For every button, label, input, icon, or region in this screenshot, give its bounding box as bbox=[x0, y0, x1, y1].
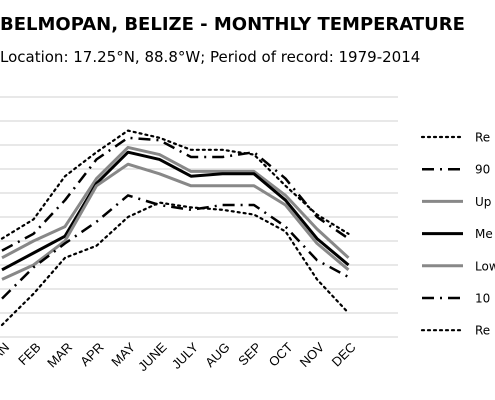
series-line-3 bbox=[1, 150, 350, 272]
x-tick-label: JUNE bbox=[135, 339, 170, 374]
legend: Re 90 Up Me Low 10 Re bbox=[420, 131, 495, 338]
chart-title: BELMOPAN, BELIZE - MONTHLY TEMPERATURE bbox=[0, 14, 465, 35]
x-tick-label: SEP bbox=[235, 340, 264, 369]
x-tick-label: FEB bbox=[15, 340, 43, 368]
series-line-1 bbox=[1, 136, 350, 252]
grid-lines bbox=[0, 96, 398, 338]
series-line-0 bbox=[0, 129, 350, 240]
legend-label: Low bbox=[475, 259, 495, 273]
chart-subtitle: Location: 17.25°N, 88.8°W; Period of rec… bbox=[0, 48, 421, 66]
series-line-6 bbox=[0, 201, 350, 327]
series-lines bbox=[0, 129, 350, 327]
legend-label: 90 bbox=[475, 163, 490, 177]
legend-label: 10 bbox=[475, 292, 490, 306]
legend-label: Re bbox=[475, 324, 490, 338]
x-tick-label: MAY bbox=[108, 339, 138, 369]
x-tick-label: MAR bbox=[44, 340, 75, 371]
legend-label: Me bbox=[475, 227, 493, 241]
x-tick-label: JULY bbox=[169, 339, 202, 372]
x-tick-label: AUG bbox=[202, 340, 233, 371]
series-line-4 bbox=[1, 162, 350, 281]
x-tick-label: APR bbox=[77, 340, 107, 370]
x-tick-label: JAN bbox=[0, 340, 12, 368]
x-tick-label: DEC bbox=[329, 340, 359, 370]
legend-label: Re bbox=[475, 131, 490, 145]
x-tick-label: OCT bbox=[266, 339, 296, 369]
legend-label: Up bbox=[475, 195, 491, 209]
series-line-2 bbox=[1, 145, 350, 260]
series-line-5 bbox=[1, 194, 350, 300]
x-tick-label: NOV bbox=[297, 339, 328, 370]
